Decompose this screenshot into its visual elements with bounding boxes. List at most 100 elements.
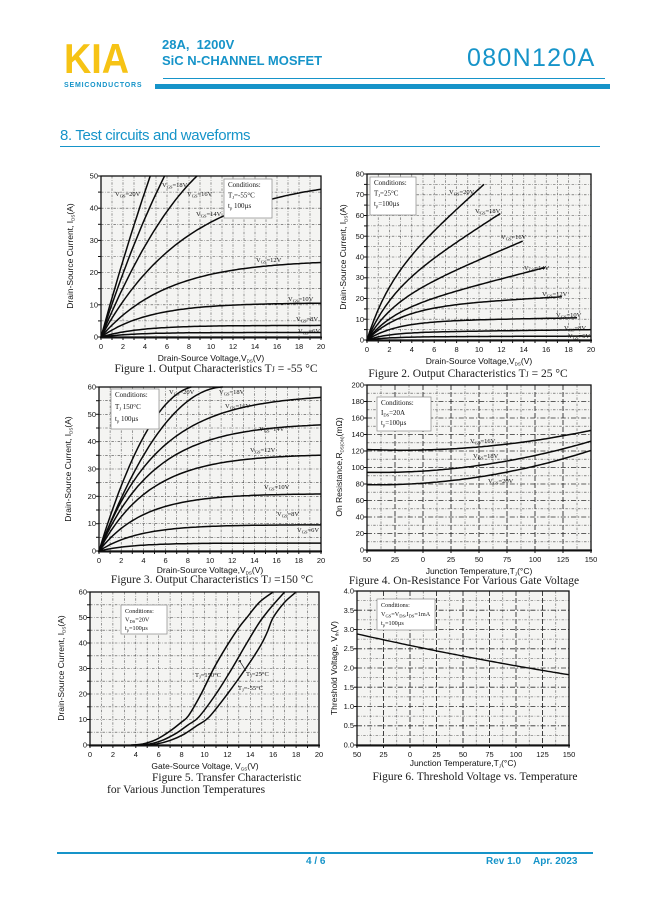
svg-text:2: 2 <box>119 556 123 565</box>
svg-text:VGS=12V: VGS=12V <box>542 291 568 299</box>
svg-text:120: 120 <box>351 447 364 456</box>
svg-text:100: 100 <box>529 555 542 564</box>
svg-text:16: 16 <box>272 556 280 565</box>
svg-text:14: 14 <box>251 342 259 351</box>
svg-text:VGS=16V: VGS=16V <box>225 403 251 411</box>
svg-text:8: 8 <box>455 345 459 354</box>
svg-text:VGS=18V: VGS=18V <box>473 453 499 461</box>
svg-text:40: 40 <box>88 437 96 446</box>
svg-text:10: 10 <box>88 519 96 528</box>
svg-text:VGS=18V: VGS=18V <box>475 208 501 216</box>
svg-text:VGS=14V: VGS=14V <box>196 211 222 219</box>
svg-text:VGS=6V: VGS=6V <box>298 328 320 336</box>
svg-text:0: 0 <box>97 556 101 565</box>
svg-text:80: 80 <box>356 170 364 179</box>
svg-text:50: 50 <box>88 410 96 419</box>
svg-text:60: 60 <box>88 383 96 392</box>
svg-text:25: 25 <box>447 555 455 564</box>
svg-text:tp=100µs: tp=100µs <box>381 419 407 428</box>
svg-text:VGS=14V: VGS=14V <box>259 426 285 434</box>
svg-text:VGS=12V: VGS=12V <box>256 257 282 265</box>
svg-text:18: 18 <box>295 556 303 565</box>
svg-text:Drain-Source Voltage,VDS(V): Drain-Source Voltage,VDS(V) <box>158 353 265 364</box>
svg-text:VGS=20V: VGS=20V <box>169 389 195 397</box>
svg-text:3.0: 3.0 <box>344 625 354 634</box>
svg-text:200: 200 <box>351 381 364 390</box>
svg-text:VGS=8V: VGS=8V <box>277 511 299 519</box>
svg-text:Gate-Source Voltage, VGS(V): Gate-Source Voltage, VGS(V) <box>151 761 258 772</box>
svg-text:20: 20 <box>315 750 323 759</box>
svg-text:100: 100 <box>510 750 523 759</box>
svg-text:2: 2 <box>111 750 115 759</box>
svg-text:70: 70 <box>356 190 364 199</box>
svg-text:14: 14 <box>520 345 528 354</box>
svg-text:Threshold Voltage, Vth(V): Threshold Voltage, Vth(V) <box>329 621 340 715</box>
svg-text:tp=100µs: tp=100µs <box>125 625 148 633</box>
svg-text:Conditions:: Conditions: <box>125 608 154 615</box>
svg-text:2: 2 <box>387 345 391 354</box>
svg-text:20: 20 <box>356 294 364 303</box>
svg-text:50: 50 <box>475 555 483 564</box>
svg-text:Conditions:: Conditions: <box>374 179 407 187</box>
svg-text:TJ 150°C: TJ 150°C <box>115 403 141 412</box>
svg-text:60: 60 <box>79 588 87 597</box>
svg-text:0: 0 <box>408 750 412 759</box>
svg-text:10: 10 <box>207 342 215 351</box>
svg-text:VGS=18V: VGS=18V <box>219 389 245 397</box>
svg-text:75: 75 <box>503 555 511 564</box>
svg-text:Drain-Source Current, IDS(A): Drain-Source Current, IDS(A) <box>65 203 76 309</box>
svg-text:0: 0 <box>360 546 364 555</box>
svg-text:25: 25 <box>432 750 440 759</box>
svg-text:tp=100µs: tp=100µs <box>374 200 400 209</box>
svg-text:VGS=6V: VGS=6V <box>568 333 590 341</box>
svg-text:18: 18 <box>564 345 572 354</box>
svg-text:VGS=16V: VGS=16V <box>470 438 496 446</box>
svg-text:0: 0 <box>360 336 364 345</box>
svg-text:Junction Temperature,TJ(°C): Junction Temperature,TJ(°C) <box>426 566 533 577</box>
svg-text:75: 75 <box>485 750 493 759</box>
svg-text:6: 6 <box>432 345 436 354</box>
svg-text:6: 6 <box>164 556 168 565</box>
svg-text:VGS=10V: VGS=10V <box>288 296 314 304</box>
svg-text:12: 12 <box>229 342 237 351</box>
svg-text:12: 12 <box>228 556 236 565</box>
svg-text:1.5: 1.5 <box>344 683 354 692</box>
svg-text:50: 50 <box>363 555 371 564</box>
svg-text:25: 25 <box>379 750 387 759</box>
svg-text:4: 4 <box>134 750 138 759</box>
svg-text:6: 6 <box>157 750 161 759</box>
svg-text:150: 150 <box>563 750 576 759</box>
svg-text:16: 16 <box>273 342 281 351</box>
svg-text:180: 180 <box>351 397 364 406</box>
svg-text:1.0: 1.0 <box>344 702 354 711</box>
svg-text:Drain-Source Voltage,VDS(V): Drain-Source Voltage,VDS(V) <box>157 565 264 576</box>
svg-text:On Resistance,RDS(ON)(mΩ): On Resistance,RDS(ON)(mΩ) <box>334 417 345 517</box>
svg-text:20: 20 <box>587 345 595 354</box>
svg-text:4.0: 4.0 <box>344 587 354 596</box>
svg-text:VGS=VDS,IDS=1mA: VGS=VDS,IDS=1mA <box>381 611 431 619</box>
svg-text:60: 60 <box>356 496 364 505</box>
svg-text:60: 60 <box>356 211 364 220</box>
svg-text:VGS=20V: VGS=20V <box>115 191 141 199</box>
svg-text:16: 16 <box>269 750 277 759</box>
svg-text:3.5: 3.5 <box>344 606 354 615</box>
svg-text:tp 100µs: tp 100µs <box>228 202 251 211</box>
svg-text:14: 14 <box>250 556 258 565</box>
svg-text:18: 18 <box>295 342 303 351</box>
svg-text:50: 50 <box>356 232 364 241</box>
svg-text:Conditions:: Conditions: <box>381 602 410 609</box>
svg-text:TJ=25°C: TJ=25°C <box>374 190 399 199</box>
svg-text:10: 10 <box>475 345 483 354</box>
svg-text:150: 150 <box>585 555 598 564</box>
svg-text:VGS=20V: VGS=20V <box>449 189 475 197</box>
svg-text:10: 10 <box>356 315 364 324</box>
svg-text:14: 14 <box>246 750 254 759</box>
svg-text:Drain-Source Current, IDS(A): Drain-Source Current, IDS(A) <box>338 204 349 310</box>
svg-text:Conditions:: Conditions: <box>228 181 261 189</box>
svg-text:VGS=8V: VGS=8V <box>564 325 586 333</box>
svg-text:40: 40 <box>356 513 364 522</box>
svg-text:0: 0 <box>421 555 425 564</box>
svg-text:50: 50 <box>90 172 98 181</box>
svg-text:6: 6 <box>165 342 169 351</box>
svg-text:tp 100µs: tp 100µs <box>115 415 138 424</box>
